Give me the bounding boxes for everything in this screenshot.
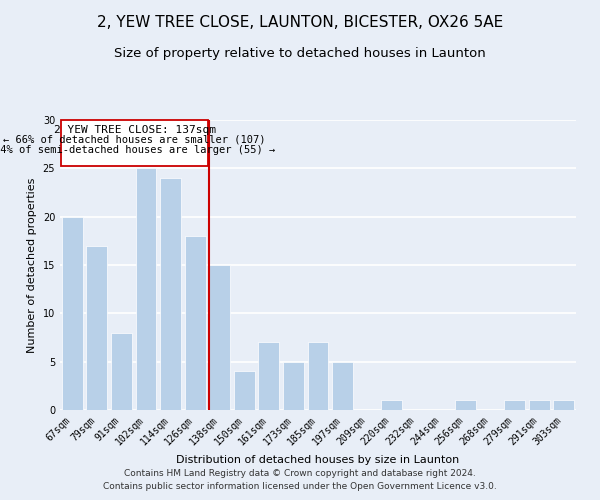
Bar (185, 236, 206, 410)
Bar (529, 400, 550, 410)
Bar (259, 342, 280, 410)
Bar (136, 168, 157, 410)
Bar (209, 265, 230, 410)
Bar (455, 400, 476, 410)
Bar (381, 400, 402, 410)
Bar (308, 342, 328, 410)
Text: Size of property relative to detached houses in Launton: Size of property relative to detached ho… (114, 48, 486, 60)
Text: ← 66% of detached houses are smaller (107): ← 66% of detached houses are smaller (10… (4, 134, 266, 144)
X-axis label: Distribution of detached houses by size in Launton: Distribution of detached houses by size … (176, 455, 460, 465)
Bar (504, 400, 525, 410)
FancyBboxPatch shape (61, 120, 208, 166)
Text: 2, YEW TREE CLOSE, LAUNTON, BICESTER, OX26 5AE: 2, YEW TREE CLOSE, LAUNTON, BICESTER, OX… (97, 15, 503, 30)
Text: Contains HM Land Registry data © Crown copyright and database right 2024.: Contains HM Land Registry data © Crown c… (124, 468, 476, 477)
Bar (234, 372, 255, 410)
Bar (160, 178, 181, 410)
Bar (86, 246, 107, 410)
Y-axis label: Number of detached properties: Number of detached properties (27, 178, 37, 352)
Bar (553, 400, 574, 410)
Text: 34% of semi-detached houses are larger (55) →: 34% of semi-detached houses are larger (… (0, 145, 275, 155)
Bar (283, 362, 304, 410)
Bar (62, 216, 83, 410)
Bar (332, 362, 353, 410)
Text: Contains public sector information licensed under the Open Government Licence v3: Contains public sector information licen… (103, 482, 497, 491)
Text: 2 YEW TREE CLOSE: 137sqm: 2 YEW TREE CLOSE: 137sqm (53, 125, 215, 135)
Bar (111, 332, 132, 410)
